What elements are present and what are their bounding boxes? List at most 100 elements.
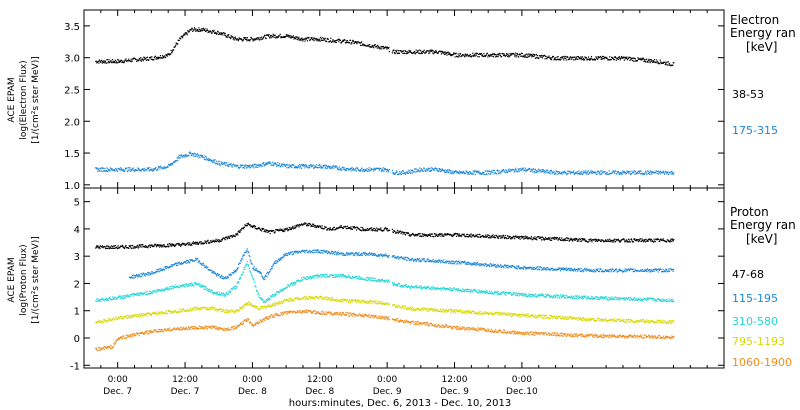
data-point	[353, 253, 355, 255]
electron-legend-entry-38-53: 38-53	[732, 88, 764, 101]
data-point	[448, 233, 450, 235]
data-point	[157, 58, 160, 60]
data-point	[212, 270, 214, 272]
data-point	[562, 57, 564, 59]
data-point	[96, 61, 98, 63]
data-point	[391, 169, 393, 172]
data-point	[298, 226, 300, 228]
data-point	[556, 170, 558, 173]
data-point	[261, 230, 263, 232]
data-point	[484, 262, 486, 265]
data-point	[613, 171, 615, 173]
data-point	[542, 267, 544, 269]
data-point	[648, 58, 650, 60]
data-point	[257, 292, 260, 294]
data-point	[165, 54, 167, 56]
data-point	[198, 29, 200, 31]
data-point	[254, 39, 257, 41]
data-point	[423, 49, 425, 51]
data-point	[147, 273, 149, 275]
data-point	[154, 168, 156, 170]
data-point	[138, 59, 140, 61]
data-point	[133, 277, 135, 279]
data-point	[397, 232, 400, 234]
data-point	[449, 53, 451, 55]
data-point	[108, 248, 111, 250]
data-point	[101, 297, 103, 299]
data-point	[174, 262, 177, 264]
data-point	[282, 165, 284, 167]
data-point	[623, 171, 625, 173]
data-point	[346, 169, 348, 171]
data-point	[487, 234, 489, 236]
data-point	[97, 170, 99, 172]
data-point	[514, 267, 517, 269]
data-point	[217, 275, 219, 277]
data-point	[193, 285, 195, 287]
data-point	[430, 170, 432, 172]
data-point	[490, 173, 492, 175]
data-point	[436, 170, 438, 172]
data-point	[351, 169, 354, 171]
data-point	[463, 234, 465, 236]
data-point	[638, 240, 641, 242]
data-point	[236, 165, 238, 167]
data-point	[415, 233, 417, 236]
data-point	[501, 56, 503, 58]
data-point	[180, 38, 182, 40]
data-point	[175, 245, 177, 247]
data-point	[621, 172, 623, 174]
data-point	[251, 226, 254, 228]
data-point	[192, 155, 194, 157]
data-point	[398, 258, 400, 260]
data-point	[173, 161, 175, 163]
data-point	[301, 164, 303, 166]
data-point	[659, 172, 661, 174]
data-point	[114, 62, 116, 64]
data-point	[215, 163, 217, 165]
data-point	[294, 166, 296, 168]
data-point	[388, 47, 390, 49]
data-point	[354, 169, 356, 171]
data-point	[503, 54, 505, 57]
data-point	[637, 239, 639, 241]
data-point	[379, 48, 381, 50]
data-point	[280, 164, 282, 167]
data-point	[612, 171, 614, 173]
data-point	[525, 237, 527, 239]
data-point	[517, 236, 519, 238]
data-point	[299, 251, 301, 253]
data-point	[350, 168, 353, 170]
data-point	[331, 274, 333, 276]
data-point	[109, 296, 111, 298]
data-point	[664, 270, 666, 272]
data-point	[522, 56, 524, 58]
data-point	[412, 233, 414, 235]
data-point	[189, 152, 191, 154]
data-point	[273, 35, 275, 37]
data-point	[140, 293, 142, 295]
data-point	[172, 288, 174, 290]
data-point	[289, 37, 291, 39]
data-point	[142, 58, 144, 60]
data-point	[541, 269, 543, 271]
data-point	[250, 272, 252, 274]
data-point	[485, 236, 487, 238]
data-point	[110, 247, 112, 249]
data-point	[635, 239, 638, 241]
data-point	[274, 231, 276, 233]
data-point	[195, 241, 197, 244]
data-point	[388, 256, 390, 258]
data-point	[529, 267, 531, 270]
data-point	[135, 294, 137, 296]
data-point	[153, 167, 155, 170]
data-point	[298, 39, 300, 41]
data-point	[288, 167, 290, 169]
data-point	[545, 55, 547, 57]
data-point	[371, 227, 373, 229]
data-point	[368, 254, 370, 256]
data-point	[486, 52, 488, 54]
data-point	[273, 36, 275, 38]
data-point	[133, 274, 135, 276]
data-point	[395, 232, 398, 234]
